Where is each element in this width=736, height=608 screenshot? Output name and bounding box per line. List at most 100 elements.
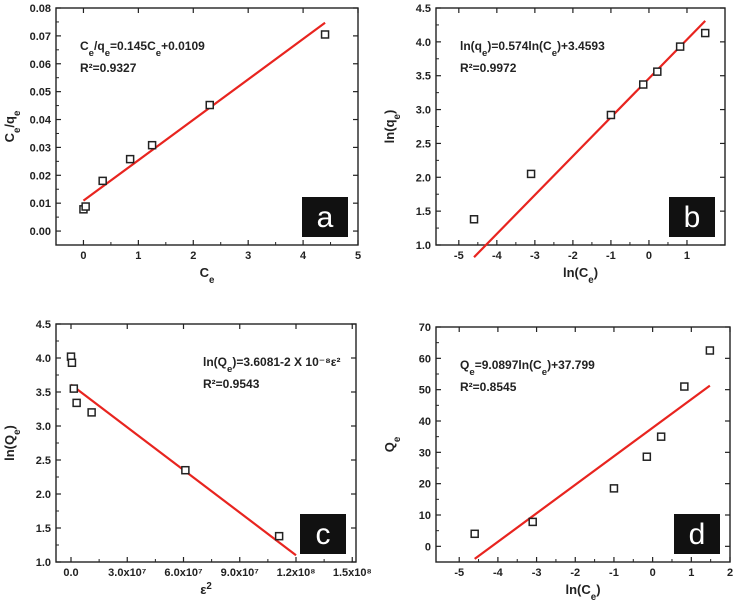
y-tick-label: 0.04 [30, 115, 52, 127]
equation-text: Qe=9.0897ln(Ce)+37.799 [460, 358, 595, 378]
data-point [274, 531, 284, 541]
y-tick-label: 70 [419, 322, 431, 334]
data-point [526, 169, 536, 179]
panel-label-badge [300, 514, 346, 554]
data-point [147, 140, 157, 150]
panel-label-text: b [684, 201, 701, 234]
y-tick-label: 1.0 [36, 557, 51, 569]
data-point [606, 110, 616, 120]
data-point [320, 30, 330, 39]
x-tick-label: -2 [568, 250, 578, 262]
data-point [69, 384, 79, 393]
y-tick-label: 40 [419, 416, 431, 428]
x-tick-label: -5 [454, 250, 464, 262]
y-tick-label: 2.0 [416, 172, 431, 184]
data-point [642, 452, 652, 461]
x-tick-label: 1 [684, 250, 690, 262]
y-tick-label: 4.5 [36, 319, 51, 331]
x-tick-label: 2 [190, 250, 196, 262]
y-tick-label: 0.05 [30, 87, 51, 99]
r-squared-text: R²=0.9327 [80, 61, 137, 75]
data-point [125, 154, 135, 164]
y-tick-label: 4.0 [416, 37, 431, 49]
panel-d: -5 -4 -3 -2 -1 0 1 2010203040506070Qe=9.0897ln(… [382, 322, 733, 603]
x-tick-label: 2 [727, 567, 733, 579]
x-tick-label: 3 [245, 250, 251, 262]
equation-text: Ce/qe=0.145Ce+0.0109 [80, 39, 205, 59]
y-axis-title: ln(qe) [382, 110, 403, 144]
equation-text: ln(qe)=0.574ln(Ce)+3.4593 [460, 39, 605, 59]
y-tick-label: 0.06 [30, 59, 51, 71]
equation-text: ln(Qe)=3.6081-2 X 10⁻⁸ε² [203, 355, 340, 375]
fit-line [474, 384, 711, 560]
x-tick-label: -3 [532, 567, 542, 579]
fit-line [473, 20, 707, 258]
data-point [205, 100, 214, 110]
plot-frame [435, 326, 731, 563]
panel-label-text: d [689, 518, 706, 551]
x-tick-label: 0 [80, 250, 86, 262]
r-squared-text: R²=0.8545 [460, 380, 517, 394]
y-tick-label: 0 [425, 541, 431, 553]
x-tick-label: 0.0 [63, 567, 78, 579]
y-tick-label: 3.0 [36, 421, 51, 433]
y-tick-label: 3.5 [416, 71, 431, 83]
x-tick-label: 0 [646, 250, 652, 262]
data-point [87, 408, 96, 417]
x-tick-label: -2 [570, 567, 580, 579]
y-tick-label: 2.0 [36, 489, 51, 501]
y-tick-label: 1.0 [416, 240, 431, 252]
y-tick-label: 2.5 [36, 455, 51, 467]
y-tick-label: 3.0 [416, 105, 431, 117]
panel-label-text: c [316, 518, 331, 551]
y-tick-label: 0.08 [30, 3, 51, 15]
data-point [705, 346, 715, 355]
x-tick-label: -1 [609, 567, 619, 579]
data-point [528, 517, 537, 527]
data-point [67, 358, 77, 368]
y-axis-title: Qe [382, 436, 403, 452]
x-tick-label: 6.0x10⁷ [164, 567, 203, 579]
data-point [98, 176, 107, 186]
y-tick-label: 0.02 [30, 170, 51, 182]
x-axis-title: ln(Ce) [565, 582, 600, 603]
panel-label-text: a [317, 201, 334, 234]
y-tick-label: 1.5 [36, 523, 51, 535]
data-point [469, 215, 479, 224]
y-axis-title: Ce/qe [2, 110, 23, 142]
data-point [700, 28, 710, 38]
data-point [680, 382, 689, 391]
y-tick-label: 60 [419, 353, 431, 365]
r-squared-text: R²=0.9543 [203, 377, 260, 391]
data-point [181, 465, 190, 475]
y-tick-label: 4.0 [36, 353, 51, 365]
y-tick-label: 0.03 [30, 142, 51, 154]
x-axis-title: ε2 [200, 581, 212, 598]
panel-label-badge [669, 197, 715, 237]
fit-line [82, 21, 326, 202]
data-point [638, 80, 648, 89]
panel-c: 0.0 3.0x10⁷ 6.0x10⁷ 9.0x10⁷ 1.2x10⁸ 1.5x10⁸ 1.… [2, 319, 372, 597]
x-tick-label: 1.2x10⁸ [277, 567, 316, 579]
panel-a: 0 1 2 3 4 5 0.00 0.01 0.02 0.03 0.04 0.05 0.06 0.07 0.… [2, 3, 361, 286]
data-point [656, 432, 666, 441]
y-tick-label: 30 [419, 447, 431, 459]
y-tick-label: 4.5 [416, 3, 431, 15]
data-point [81, 202, 90, 211]
x-tick-label: 1.5x10⁸ [333, 567, 372, 579]
y-tick-label: 0.00 [30, 226, 51, 238]
y-tick-label: 50 [419, 385, 431, 397]
panel-label-badge [674, 514, 720, 554]
x-tick-label: 4 [300, 250, 307, 262]
r-squared-text: R²=0.9972 [460, 61, 517, 75]
x-tick-label: 1 [135, 250, 141, 262]
y-tick-label: 0.07 [30, 31, 51, 43]
data-point [653, 67, 662, 76]
x-axis-title: ln(Ce) [563, 265, 598, 286]
x-tick-label: -4 [493, 567, 504, 579]
y-tick-label: 10 [419, 510, 431, 522]
data-point [72, 398, 81, 408]
plot-frame [55, 7, 359, 246]
data-point [609, 484, 619, 493]
